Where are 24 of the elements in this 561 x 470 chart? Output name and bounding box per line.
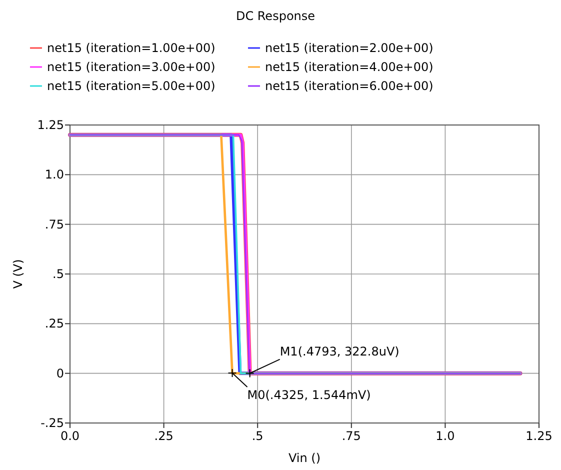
y-tick-label: .5	[52, 267, 64, 281]
legend-label: net15 (iteration=2.00e+00)	[265, 41, 434, 55]
y-tick-label: .25	[44, 316, 64, 331]
x-tick-label: .25	[154, 429, 174, 443]
x-tick-label: 1.0	[436, 429, 455, 443]
y-tick-label: 1.0	[44, 168, 64, 182]
y-tick-label: 0	[56, 366, 64, 380]
legend-label: net15 (iteration=3.00e+00)	[47, 60, 216, 74]
x-tick-label: 0.0	[60, 429, 80, 443]
y-tick-label: 1.25	[37, 118, 64, 132]
x-axis-title: Vin ()	[288, 451, 321, 465]
legend-label: net15 (iteration=6.00e+00)	[265, 79, 434, 93]
x-tick-label: .75	[342, 429, 361, 443]
x-tick-label: .5	[252, 429, 264, 443]
y-tick-label: .75	[44, 217, 64, 232]
legend-label: net15 (iteration=5.00e+00)	[47, 79, 216, 93]
y-axis-title: V (V)	[11, 259, 25, 289]
legend-label: net15 (iteration=1.00e+00)	[47, 41, 216, 55]
y-tick-label: -.25	[40, 416, 64, 430]
x-tick-label: 1.25	[526, 429, 552, 443]
legend-label: net15 (iteration=4.00e+00)	[265, 60, 434, 74]
annotation: M0(.4325, 1.544mV)	[247, 388, 371, 402]
chart-title: DC Response	[236, 9, 316, 23]
annotation: M1(.4793, 322.8uV)	[280, 344, 400, 358]
